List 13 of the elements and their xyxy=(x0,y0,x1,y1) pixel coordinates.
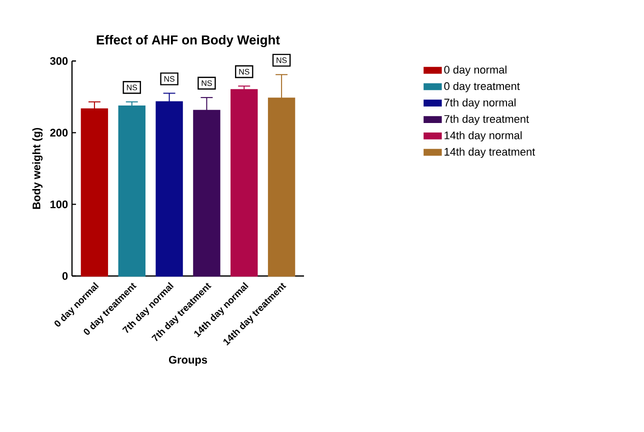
legend-label: 7th day normal xyxy=(444,98,516,109)
y-tick-label: 300 xyxy=(50,57,68,65)
chart-title: Effect of AHF on Body Weight xyxy=(96,34,280,48)
x-axis-title: Groups xyxy=(168,356,208,366)
legend-label: 0 day normal xyxy=(444,66,506,76)
y-tick-label: 200 xyxy=(50,128,68,137)
legend-label: 7th day treatment xyxy=(444,114,529,126)
legend-label: 0 day treatment xyxy=(444,82,520,92)
legend-label: 14th day treatment xyxy=(444,148,536,158)
y-axis-title: Body weight (g) xyxy=(32,128,43,209)
y-tick-label: 0 xyxy=(62,272,68,280)
y-tick-label: 100 xyxy=(50,200,68,208)
legend-label: 14th day normal xyxy=(444,131,522,142)
